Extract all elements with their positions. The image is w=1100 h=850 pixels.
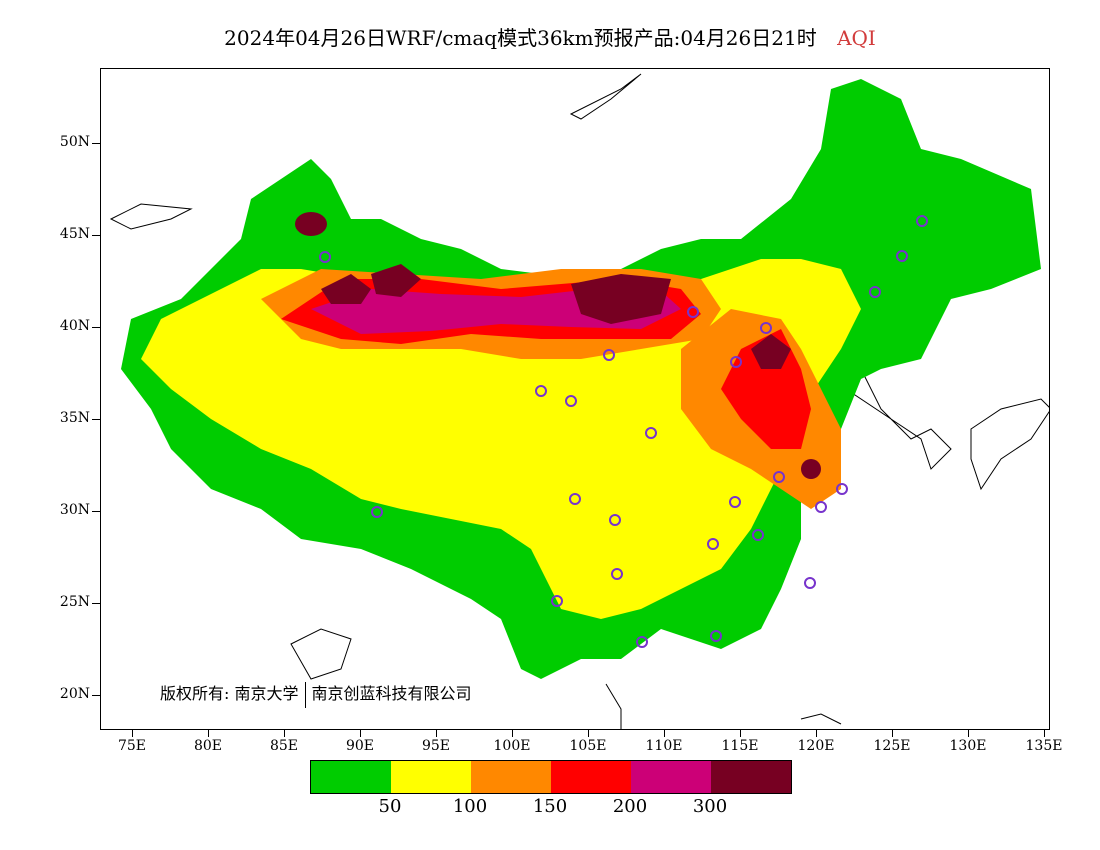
x-tick-label: 90E (345, 738, 375, 754)
hotspot-west (295, 212, 327, 236)
y-tick-mark (92, 143, 100, 144)
legend-threshold: 150 (532, 796, 568, 817)
y-tick-mark (92, 235, 100, 236)
x-tick-mark (284, 730, 285, 737)
y-tick-label: 45N (59, 226, 90, 242)
station-markers (319, 215, 928, 648)
legend-swatch-moderate (391, 761, 471, 793)
aqi-map[interactable] (100, 68, 1050, 730)
copyright-label: 版权所有: (160, 684, 230, 703)
region-hazardous-3 (371, 264, 421, 297)
x-tick-label: 135E (1025, 738, 1063, 754)
legend-threshold: 200 (612, 796, 648, 817)
x-tick-label: 80E (193, 738, 223, 754)
x-tick-mark (208, 730, 209, 737)
y-tick-label: 35N (59, 410, 90, 426)
x-tick-mark (740, 730, 741, 737)
y-tick-label: 40N (59, 318, 90, 334)
y-tick-mark (92, 327, 100, 328)
x-tick-mark (436, 730, 437, 737)
x-tick-label: 95E (421, 738, 451, 754)
x-tick-label: 85E (269, 738, 299, 754)
x-tick-label: 105E (569, 738, 607, 754)
region-hazardous-4 (751, 334, 791, 369)
legend-threshold: 50 (378, 796, 402, 817)
aqi-regions (121, 79, 1041, 679)
x-tick-label: 75E (117, 738, 147, 754)
copyright-notice: 版权所有: 南京大学 南京创蓝科技有限公司 (160, 680, 472, 708)
title-main: 2024年04月26日WRF/cmaq模式36km预报产品:04月26日21时 (224, 26, 817, 50)
x-tick-mark (132, 730, 133, 737)
y-tick-mark (92, 511, 100, 512)
legend-swatch-good (311, 761, 391, 793)
legend-swatch-very-unhealthy (631, 761, 711, 793)
x-tick-label: 120E (797, 738, 835, 754)
y-tick-mark (92, 419, 100, 420)
x-tick-mark (816, 730, 817, 737)
x-tick-mark (1044, 730, 1045, 737)
copyright-org-1: 南京大学 (234, 684, 299, 703)
aqi-legend (310, 760, 792, 794)
y-tick-mark (92, 603, 100, 604)
x-tick-mark (892, 730, 893, 737)
y-tick-label: 20N (59, 686, 90, 702)
y-tick-label: 50N (59, 134, 90, 150)
region-hazardous-2 (321, 274, 371, 304)
region-unhealthy-east (721, 329, 811, 449)
region-hazardous-1 (571, 274, 671, 324)
x-tick-label: 115E (721, 738, 759, 754)
legend-threshold: 100 (452, 796, 488, 817)
y-tick-label: 25N (59, 594, 90, 610)
copyright-org-2: 南京创蓝科技有限公司 (311, 684, 472, 703)
copyright-separator (304, 681, 306, 708)
x-tick-label: 110E (645, 738, 683, 754)
x-tick-label: 100E (493, 738, 531, 754)
hotspot-east (801, 459, 821, 479)
y-tick-mark (92, 695, 100, 696)
x-tick-label: 125E (873, 738, 911, 754)
title-variable: AQI (837, 26, 876, 50)
x-tick-mark (360, 730, 361, 737)
x-tick-mark (512, 730, 513, 737)
legend-swatch-hazardous (711, 761, 791, 793)
x-tick-label: 130E (949, 738, 987, 754)
x-tick-mark (664, 730, 665, 737)
x-tick-mark (588, 730, 589, 737)
y-tick-label: 30N (59, 502, 90, 518)
legend-swatch-unhealthy (551, 761, 631, 793)
chart-title: 2024年04月26日WRF/cmaq模式36km预报产品:04月26日21时 … (0, 22, 1100, 51)
legend-swatch-unhealthy-sensitive (471, 761, 551, 793)
aqi-map-svg (109, 73, 1049, 729)
legend-threshold: 300 (692, 796, 728, 817)
x-tick-mark (968, 730, 969, 737)
